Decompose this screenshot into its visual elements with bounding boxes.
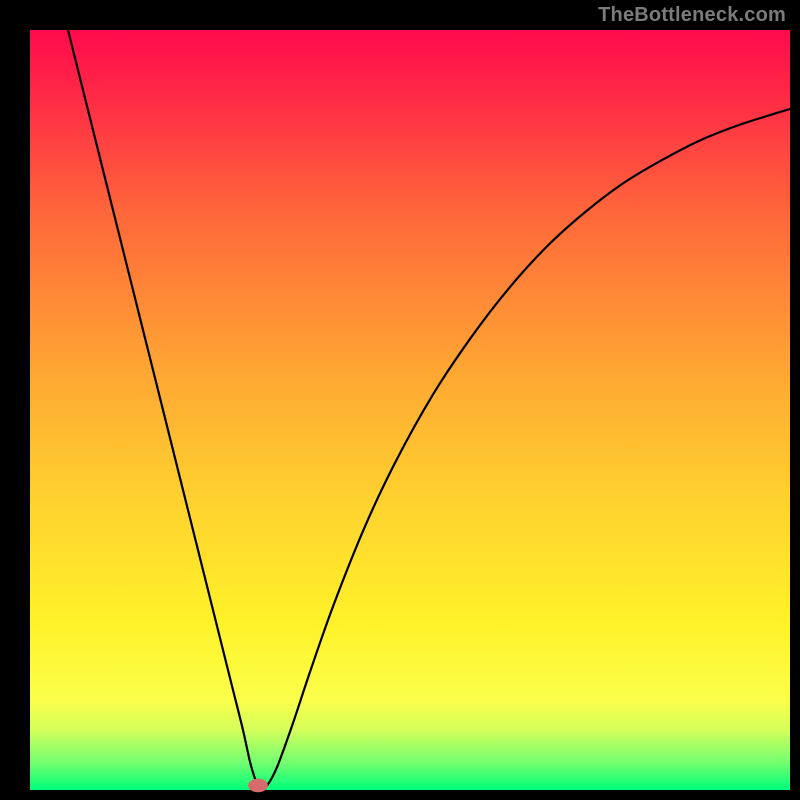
chart-svg [0,0,800,800]
watermark-text: TheBottleneck.com [598,4,786,27]
plot-background [30,30,790,790]
minimum-marker [248,779,268,793]
chart-wrap: TheBottleneck.com [0,0,800,800]
